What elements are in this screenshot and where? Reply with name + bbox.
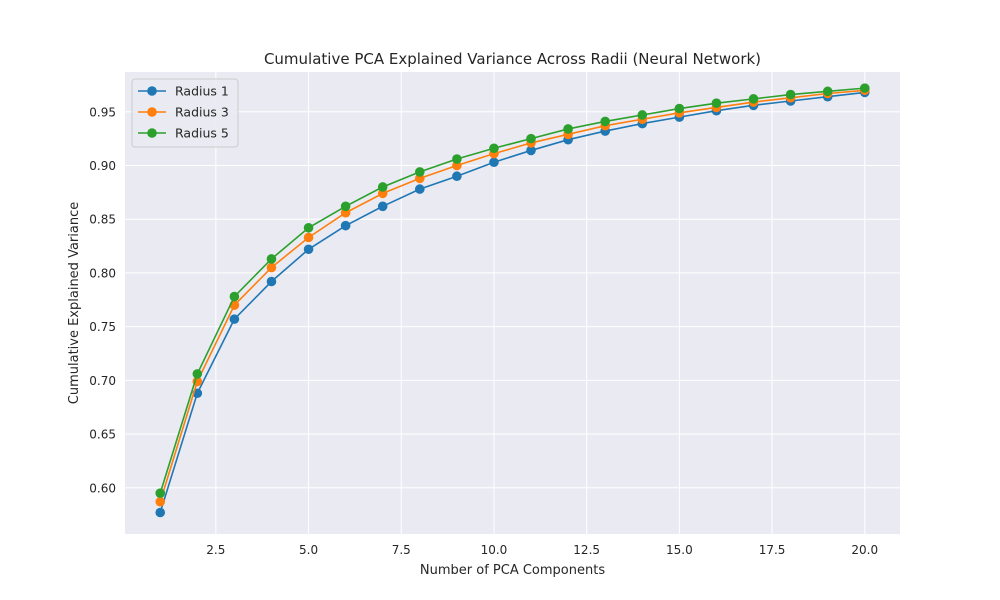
data-point	[859, 83, 870, 93]
data-point	[748, 94, 759, 104]
data-point	[229, 314, 240, 324]
data-point	[303, 244, 314, 255]
series-line	[159, 87, 865, 494]
data-point	[155, 488, 166, 498]
data-point	[377, 201, 388, 212]
y-tick-label: 0.80	[89, 266, 116, 280]
legend-box	[131, 78, 239, 148]
series-3	[155, 83, 870, 498]
data-point	[526, 133, 536, 144]
data-point	[340, 201, 351, 212]
data-point	[155, 496, 166, 507]
data-point	[303, 222, 314, 233]
y-tick-label: 0.85	[89, 213, 116, 227]
data-point	[340, 220, 351, 231]
x-axis-ticks: 2.5 5.0 7.5 10.0 12.5 15.0 17.5 20.0	[206, 543, 878, 557]
series-layer	[155, 83, 870, 518]
legend-marker	[147, 86, 157, 96]
data-point	[563, 124, 573, 134]
x-tick-label: 12.5	[573, 543, 600, 557]
data-point	[526, 145, 536, 156]
plot-area	[125, 72, 900, 534]
y-tick-label: 0.60	[89, 481, 116, 495]
y-tick-label: 0.65	[89, 428, 116, 442]
x-tick-label: 17.5	[759, 543, 786, 557]
data-point	[266, 276, 277, 287]
legend-label: Radius 1	[175, 84, 229, 99]
y-tick-label: 0.90	[89, 159, 116, 173]
y-tick-label: 0.70	[89, 374, 116, 388]
data-point	[414, 184, 425, 194]
legend-label: Radius 3	[175, 105, 229, 120]
x-tick-label: 7.5	[392, 543, 411, 557]
y-tick-label: 0.75	[89, 320, 116, 334]
x-axis-label: Number of PCA Components	[420, 563, 605, 578]
data-point	[266, 254, 277, 264]
series-line	[159, 91, 865, 513]
legend-marker	[147, 107, 157, 117]
data-point	[452, 154, 462, 164]
data-point	[489, 143, 499, 154]
legend-item: Radius 1	[138, 84, 229, 99]
data-point	[155, 507, 166, 518]
y-axis-label: Cumulative Explained Variance	[67, 202, 82, 404]
legend-marker	[147, 128, 157, 138]
data-point	[303, 232, 314, 243]
data-point	[377, 182, 388, 192]
legend-label: Radius 5	[175, 126, 229, 141]
data-point	[822, 86, 833, 97]
legend: Radius 1 Radius 3 Radius 5	[131, 78, 239, 148]
data-point	[192, 369, 203, 379]
series-line	[159, 89, 865, 503]
data-point	[414, 167, 425, 177]
data-point	[229, 291, 240, 302]
data-point	[674, 103, 685, 114]
grid-lines	[125, 72, 900, 534]
x-tick-label: 10.0	[481, 543, 508, 557]
y-tick-label: 0.95	[89, 105, 116, 119]
x-tick-label: 5.0	[299, 543, 318, 557]
data-point	[266, 262, 277, 273]
data-point	[637, 110, 648, 120]
x-tick-label: 2.5	[206, 543, 225, 557]
data-point	[489, 157, 499, 168]
legend-item: Radius 3	[138, 105, 229, 120]
data-point	[785, 89, 796, 100]
y-axis-ticks: 0.60 0.65 0.70 0.75 0.80 0.85 0.90 0.95	[89, 105, 116, 495]
legend-item: Radius 5	[138, 126, 229, 141]
x-tick-label: 20.0	[851, 543, 878, 557]
data-point	[452, 171, 462, 182]
x-tick-label: 15.0	[666, 543, 693, 557]
chart-title: Cumulative PCA Explained Variance Across…	[264, 50, 761, 68]
data-point	[711, 98, 722, 108]
data-point	[600, 116, 611, 127]
